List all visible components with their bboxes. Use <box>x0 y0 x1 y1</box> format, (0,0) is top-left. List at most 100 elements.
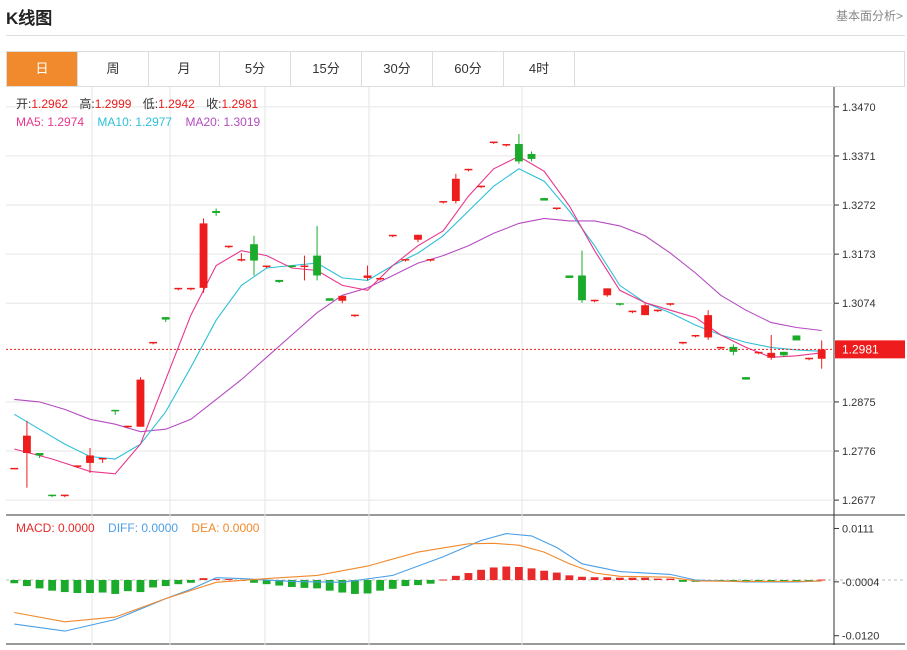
macd-bar-positive <box>199 578 208 580</box>
candle-up <box>502 144 511 146</box>
ma10-line <box>14 168 822 460</box>
macd-bar-negative <box>287 580 296 587</box>
candle-down <box>565 275 574 278</box>
ma5-line <box>14 155 822 475</box>
high-value: 1.2999 <box>95 97 132 111</box>
macd-bar-negative <box>679 580 687 582</box>
macd-bar-positive <box>628 577 637 580</box>
candle-up <box>60 494 69 497</box>
macd-bar-negative <box>48 580 57 591</box>
macd-bar-positive <box>666 578 675 580</box>
macd-bar-negative <box>60 580 69 593</box>
macd-label: MACD: <box>16 521 58 535</box>
tab-day[interactable]: 日 <box>7 52 78 86</box>
macd-bar-negative <box>149 580 157 588</box>
candle-down <box>212 210 221 213</box>
candle-up <box>149 341 157 344</box>
candle-down <box>325 298 334 301</box>
macd-bar-negative <box>376 580 385 591</box>
candle-up <box>86 455 94 463</box>
candle-up <box>641 305 649 316</box>
macd-bar-positive <box>464 573 473 580</box>
candle-down <box>540 198 549 201</box>
candle-down <box>578 275 586 301</box>
macd-bar-negative <box>388 580 397 589</box>
macd-bar-positive <box>527 568 536 580</box>
candle-down <box>742 377 750 380</box>
macd-bar-positive <box>817 579 826 581</box>
macd-bar-negative <box>742 580 750 581</box>
candle-down <box>729 346 738 352</box>
low-value: 1.2942 <box>158 97 195 111</box>
macd-bar-negative <box>123 580 132 592</box>
macd-bar-negative <box>35 580 44 589</box>
candle-up <box>666 303 675 305</box>
macd-bar-negative <box>401 580 410 587</box>
macd-tick-label: -0.0004 <box>842 577 879 589</box>
candle-up <box>363 275 372 278</box>
candle-up <box>262 265 271 268</box>
candle-up <box>388 234 397 237</box>
tab-15min[interactable]: 15分 <box>291 52 362 86</box>
dea-line <box>14 542 822 623</box>
macd-bar-positive <box>224 579 233 581</box>
macd-bar-positive <box>439 579 448 581</box>
candle-down <box>615 303 624 305</box>
tab-4hour[interactable]: 4时 <box>504 52 575 86</box>
candle-up <box>351 314 359 317</box>
candle-down <box>515 144 523 162</box>
candle-up <box>691 334 700 337</box>
macd-bar-negative <box>767 580 776 581</box>
macd-bar-positive <box>590 577 599 580</box>
price-tick-label: 1.2875 <box>842 397 876 409</box>
candle-down <box>779 351 788 356</box>
macd-tick-label: 0.0111 <box>842 523 874 535</box>
macd-bar-positive <box>641 577 649 580</box>
diff-line <box>14 533 822 632</box>
candle-up <box>300 265 309 268</box>
macd-bar-negative <box>23 580 31 587</box>
chart-area[interactable]: 1.3470 1.3371 1.3272 1.3173 1.3074 1.2875 1.27… <box>6 87 905 645</box>
tab-5min[interactable]: 5分 <box>220 52 291 86</box>
kline-chart[interactable]: 1.3470 1.3371 1.3272 1.3173 1.3074 1.2875 1.27… <box>6 87 905 645</box>
tab-60min[interactable]: 60分 <box>433 52 504 86</box>
macd-panel: 0.0111 -0.0004 -0.0120 <box>6 523 905 643</box>
candle-up <box>628 310 637 313</box>
open-label: 开: <box>16 97 31 111</box>
candle-up <box>237 259 246 261</box>
macd-bar-positive <box>515 567 523 580</box>
period-tabs: 日 周 月 5分 15分 30分 60分 4时 <box>6 51 905 87</box>
candle-down <box>250 244 258 261</box>
candle-up <box>653 309 662 312</box>
macd-bar-negative <box>426 580 435 584</box>
last-price-label: 1.2981 <box>842 342 879 356</box>
macd-legend: MACD: 0.0000 DIFF: 0.0000 DEA: 0.0000 <box>16 521 260 535</box>
candle-up <box>10 467 19 470</box>
macd-bar-negative <box>754 580 763 581</box>
tab-week[interactable]: 周 <box>78 52 149 86</box>
candle-up <box>199 223 208 288</box>
candle-down <box>527 153 536 159</box>
tab-month[interactable]: 月 <box>149 52 220 86</box>
candle-up <box>451 178 460 202</box>
candle-up <box>23 435 31 454</box>
macd-bar-positive <box>502 566 511 580</box>
candle-up <box>98 457 107 460</box>
candle-down <box>111 409 120 412</box>
ma10-label: MA10: <box>97 115 135 129</box>
title-divider <box>6 35 905 36</box>
diff-value: 0.0000 <box>141 521 178 535</box>
diff-label: DIFF: <box>108 521 141 535</box>
tab-30min[interactable]: 30分 <box>362 52 433 86</box>
price-tick-label: 1.2776 <box>842 446 876 458</box>
macd-bar-positive <box>212 579 221 581</box>
candle-up <box>805 357 813 360</box>
fundamental-analysis-link[interactable]: 基本面分析> <box>835 9 903 23</box>
macd-bar-negative <box>792 580 801 581</box>
macd-bar-negative <box>325 580 334 591</box>
macd-value: 0.0000 <box>58 521 95 535</box>
macd-bar-positive <box>578 576 586 580</box>
candle-up <box>187 287 195 290</box>
macd-bar-negative <box>351 580 359 594</box>
dea-value: 0.0000 <box>223 521 260 535</box>
